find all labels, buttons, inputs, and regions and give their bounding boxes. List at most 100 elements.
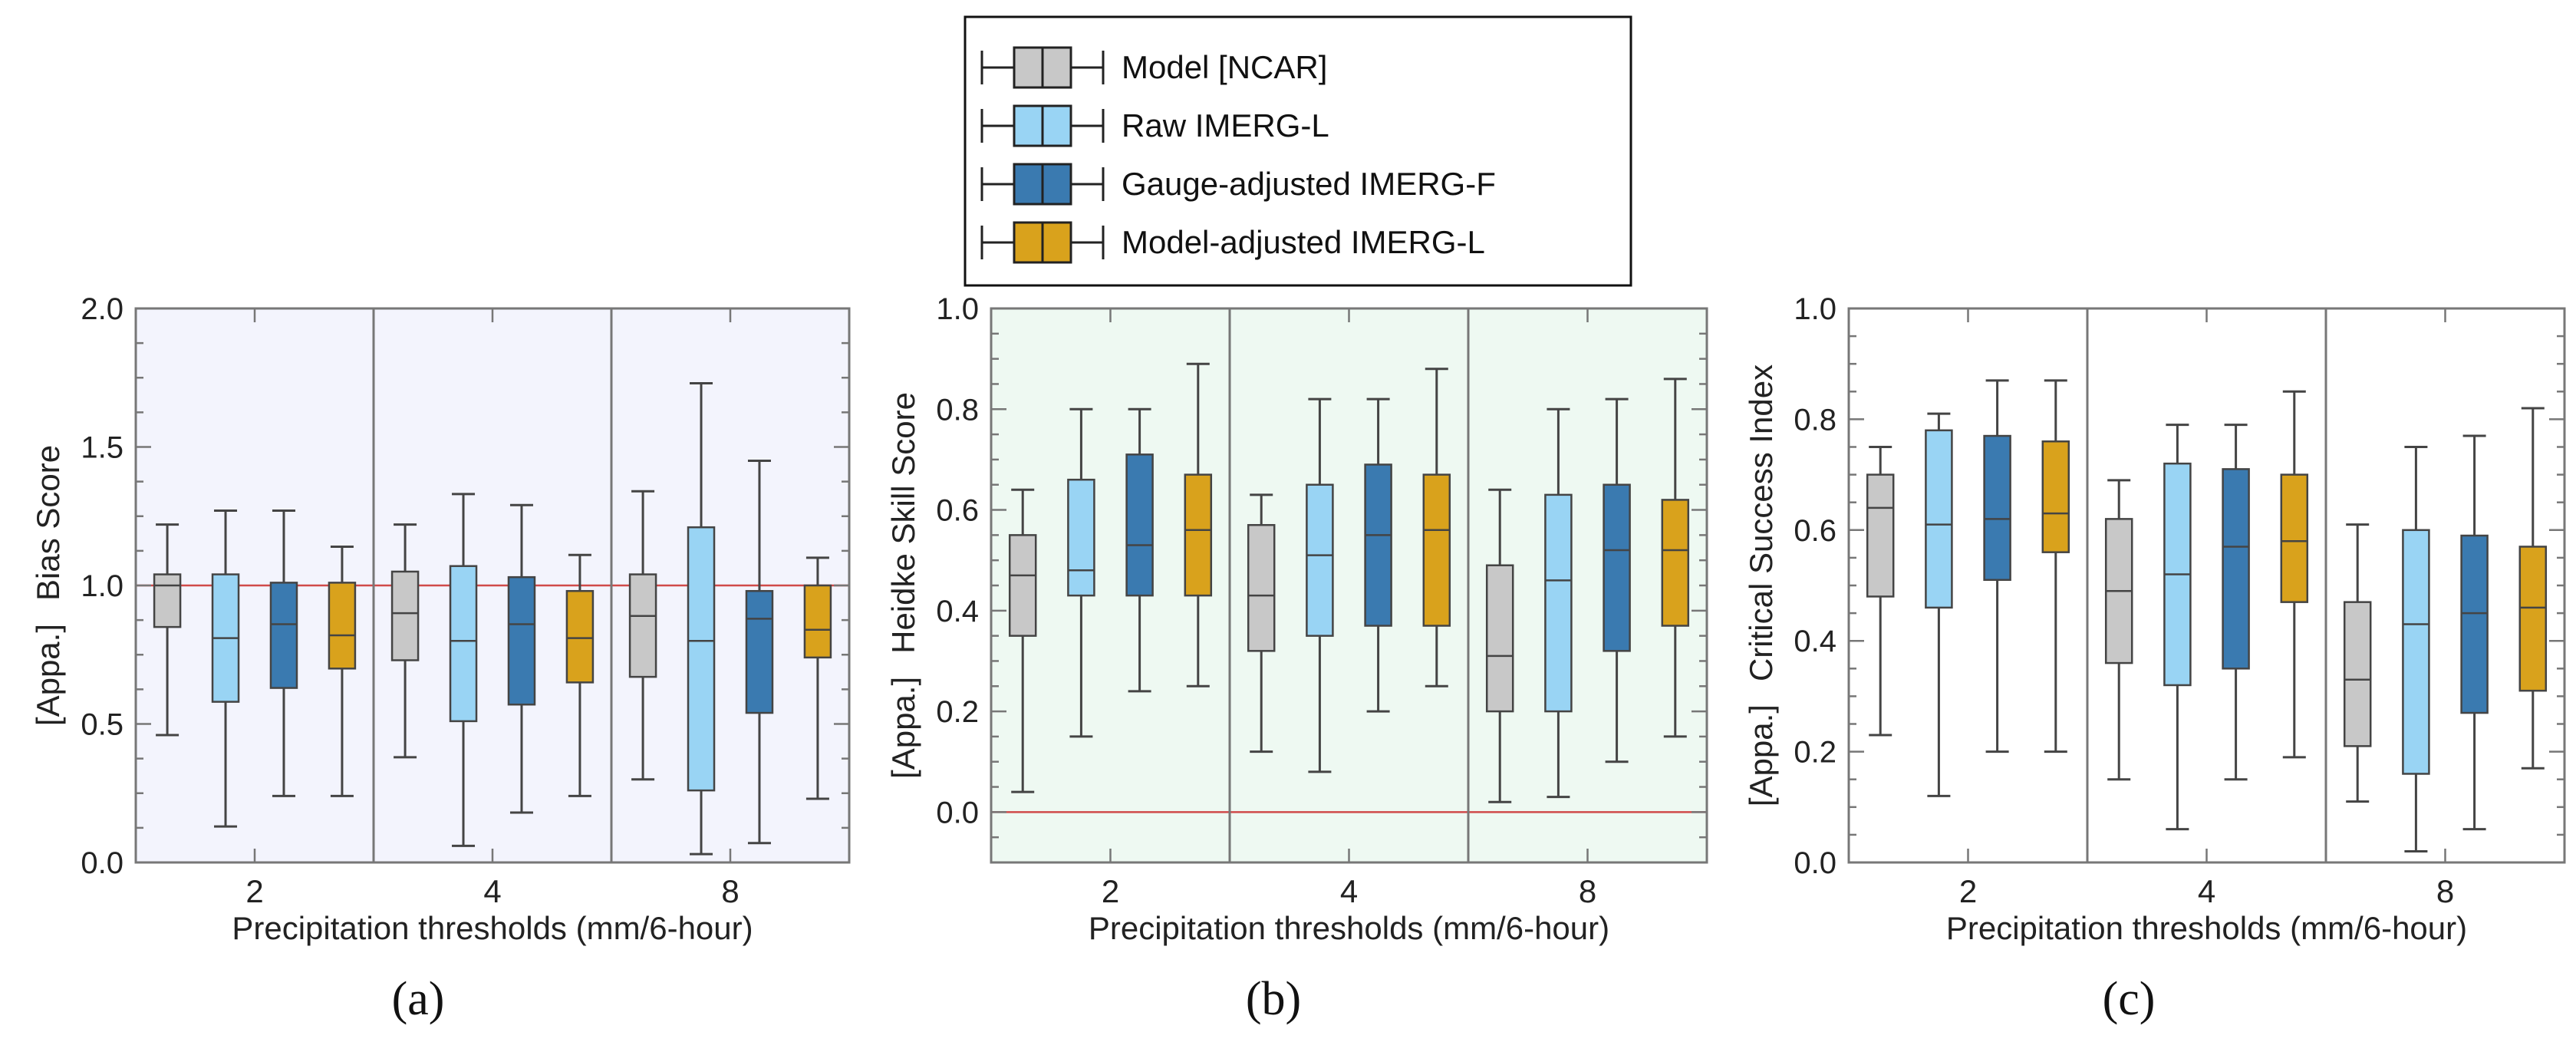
box-iqr	[2343, 601, 2372, 747]
y-tick-label: 0.4	[936, 595, 979, 628]
box-iqr	[507, 575, 536, 706]
plot-frame	[990, 307, 1708, 864]
box-gauge-adjusted-imerg-f-8	[2460, 434, 2489, 831]
y-axis-label: [Appa.] Bias Score	[30, 445, 66, 726]
box-iqr	[1067, 478, 1095, 597]
plot-frame	[1847, 307, 2566, 864]
x-tick-label: 4	[2198, 873, 2215, 909]
y-axis-label-prefix: [Appa.]	[885, 677, 921, 779]
box-iqr	[328, 582, 357, 670]
box-raw-imerg-l-4	[449, 493, 478, 847]
box-model-adjusted-imerg-l-8	[2518, 407, 2548, 770]
y-axis-label-text: Critical Success Index	[1743, 364, 1779, 681]
box-iqr	[1364, 463, 1392, 627]
legend-swatch	[980, 221, 1105, 264]
box-iqr	[628, 573, 657, 678]
legend-swatch	[980, 46, 1105, 89]
box-raw-imerg-l-8	[1544, 407, 1573, 799]
box-iqr	[269, 582, 298, 689]
box-iqr	[2460, 534, 2489, 714]
x-tick-label: 4	[483, 873, 501, 909]
panel-a: 0.0 0.5 1.0 1.5 2.0 2 4 8 [Appa.] Bias Score Preci…	[30, 292, 851, 1025]
y-tick-label: 2.0	[81, 292, 124, 326]
y-tick-label: 1.0	[936, 292, 979, 326]
box-iqr	[2222, 468, 2250, 670]
x-tick-label: 8	[721, 873, 739, 909]
box-model-ncar-2	[1008, 488, 1037, 793]
y-axis-label-text: Heidke Skill Score	[885, 392, 921, 654]
box-raw-imerg-l-2	[1925, 412, 1953, 797]
box-model-ncar-4	[2104, 479, 2133, 781]
legend-label: Model-adjusted IMERG-L	[1122, 224, 1485, 260]
x-tick-label: 8	[1579, 873, 1596, 909]
legend-entry-2: Raw IMERG-L	[980, 104, 1329, 147]
x-axis-label: Precipitation thresholds (mm/6-hour)	[232, 910, 753, 946]
box-iqr	[1485, 564, 1514, 713]
y-tick-label: 0.2	[1794, 736, 1836, 770]
box-iqr	[1925, 429, 1953, 609]
y-tick-label: 0.5	[81, 708, 124, 742]
box-gauge-adjusted-imerg-f-2	[1125, 407, 1154, 693]
box-model-adjusted-imerg-l-4	[2280, 390, 2309, 759]
box-gauge-adjusted-imerg-f-4	[1364, 397, 1392, 713]
legend-frame	[964, 15, 1632, 287]
box-iqr	[565, 589, 595, 684]
plot-background	[991, 308, 1707, 862]
box-model-adjusted-imerg-l-2	[1184, 362, 1213, 688]
y-axis-label: [Appa.] Critical Success Index	[1743, 364, 1779, 806]
box-model-ncar-8	[2343, 523, 2372, 803]
legend: Model [NCAR] Raw IMERG-L Gauge-adjusted IM…	[964, 15, 1632, 287]
y-tick-label: 0.8	[1794, 403, 1836, 437]
panel-c: 0.0 0.2 0.4 0.6 0.8 1.0 2 4 8 [Appa.] Critical Suc…	[1743, 292, 2566, 1025]
box-iqr	[2280, 473, 2309, 603]
box-iqr	[1247, 523, 1276, 652]
box-gauge-adjusted-imerg-f-4	[507, 503, 536, 814]
box-gauge-adjusted-imerg-f-8	[745, 460, 774, 845]
box-model-ncar-4	[1247, 493, 1276, 753]
box-model-adjusted-imerg-l-4	[1422, 368, 1451, 688]
panel-b: 0.0 0.2 0.4 0.6 0.8 1.0 2 4 8 [Appa.] Heidke Skill…	[885, 292, 1708, 1025]
box-raw-imerg-l-4	[1306, 397, 1334, 773]
box-iqr	[1983, 434, 2011, 582]
box-iqr	[1544, 493, 1573, 713]
legend-entry-3: Gauge-adjusted IMERG-F	[980, 163, 1496, 206]
box-model-ncar-8	[628, 490, 657, 781]
box-raw-imerg-l-4	[2163, 424, 2192, 831]
box-model-adjusted-imerg-l-2	[2041, 379, 2070, 753]
plot-frame	[134, 307, 851, 864]
x-tick-label: 2	[1102, 873, 1119, 909]
x-tick-label: 4	[1340, 873, 1358, 909]
box-model-adjusted-imerg-l-8	[803, 556, 832, 800]
box-gauge-adjusted-imerg-f-2	[1983, 379, 2011, 753]
legend-label: Gauge-adjusted IMERG-F	[1122, 166, 1496, 202]
legend-entry-4: Model-adjusted IMERG-L	[980, 221, 1485, 264]
box-raw-imerg-l-2	[211, 509, 240, 828]
box-raw-imerg-l-8	[2402, 446, 2430, 853]
y-tick-label: 1.5	[81, 431, 124, 465]
box-iqr	[1866, 473, 1895, 598]
box-iqr	[687, 526, 716, 792]
box-iqr	[1008, 534, 1037, 637]
box-raw-imerg-l-8	[687, 381, 716, 856]
panel-label: (b)	[1246, 973, 1301, 1025]
panel-label: (c)	[2103, 973, 2156, 1025]
y-tick-label: 0.0	[936, 796, 979, 829]
box-model-ncar-4	[390, 523, 420, 759]
y-tick-label: 0.0	[1794, 846, 1836, 880]
y-tick-label: 1.0	[1794, 292, 1836, 326]
box-model-adjusted-imerg-l-2	[328, 545, 357, 797]
box-iqr	[1125, 453, 1154, 597]
box-gauge-adjusted-imerg-f-2	[269, 509, 298, 797]
y-axis-label-text: Bias Score	[30, 445, 66, 601]
y-tick-label: 0.2	[936, 695, 979, 729]
box-model-ncar-2	[153, 523, 182, 737]
legend-entry-1: Model [NCAR]	[980, 46, 1327, 89]
legend-swatch	[980, 104, 1105, 147]
box-iqr	[2041, 440, 2070, 553]
legend-label: Model [NCAR]	[1122, 49, 1327, 85]
box-iqr	[2402, 529, 2430, 775]
box-iqr	[2518, 546, 2548, 692]
y-axis-label: [Appa.] Heidke Skill Score	[885, 392, 921, 779]
box-iqr	[390, 570, 420, 661]
plot-background	[1849, 308, 2564, 862]
